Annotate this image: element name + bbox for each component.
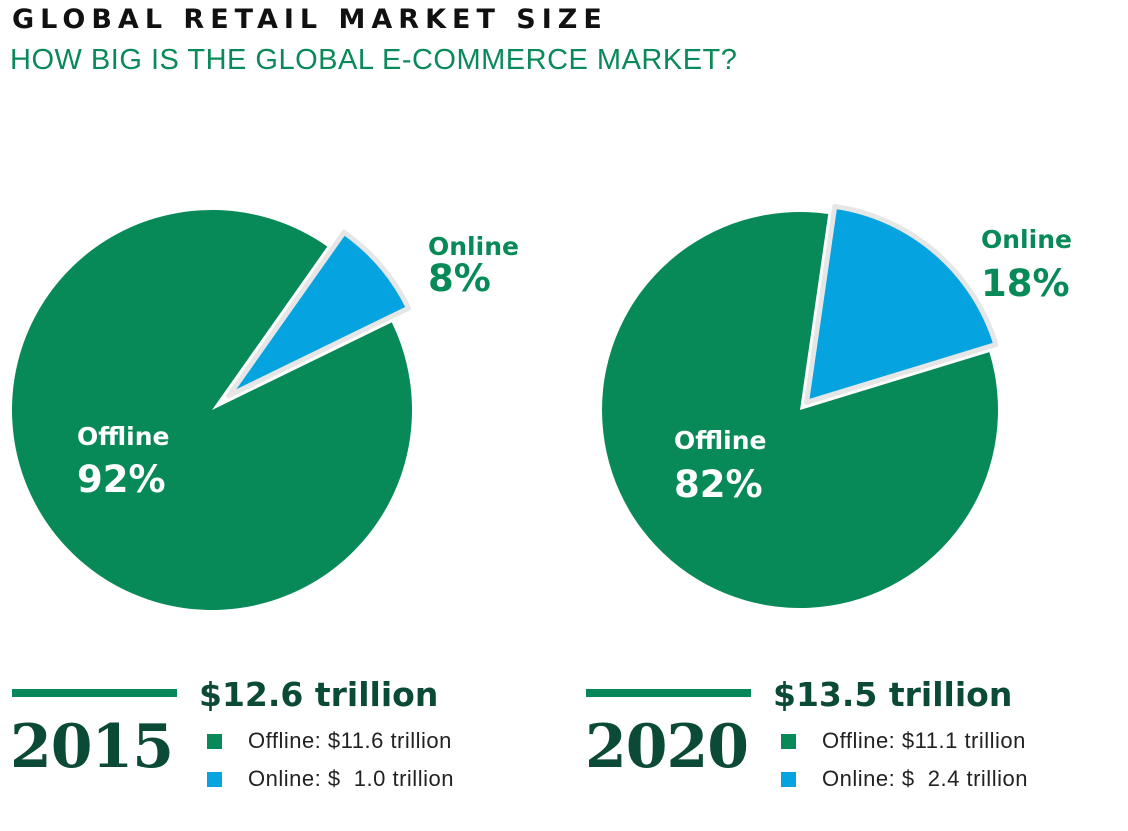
total-2020: $13.5 trillion: [773, 675, 1013, 714]
slice-percent-offline-2015: 92%: [77, 458, 166, 501]
slice-percent-online-2015: 8%: [428, 257, 491, 300]
legend-swatch-offline: [781, 733, 796, 749]
legend-swatch-offline: [207, 733, 222, 749]
slice-label-online-2020: Online: [981, 225, 1072, 254]
legend-label: Offline: $11.1 trillion: [822, 728, 1026, 753]
pie-slice-offline-2015: [11, 209, 412, 610]
legend-label: Online: $ 1.0 trillion: [248, 766, 454, 791]
rule-2015: [12, 689, 177, 697]
slice-label-online-2015: Online: [428, 232, 519, 261]
legend-item-offline-2020: Offline: $11.1 trillion: [781, 728, 1026, 754]
year-2015: 2015: [10, 712, 174, 782]
legend-item-online-2015: Online: $ 1.0 trillion: [207, 766, 454, 792]
legend-label: Offline: $11.6 trillion: [248, 728, 452, 753]
slice-label-offline-2015: Offline: [77, 422, 169, 451]
slice-label-offline-2020: Offline: [674, 426, 766, 455]
legend-item-offline-2015: Offline: $11.6 trillion: [207, 728, 452, 754]
chart-subtitle: HOW BIG IS THE GLOBAL E-COMMERCE MARKET?: [10, 44, 738, 76]
pie-slice-offline-2020: [602, 211, 999, 608]
legend-swatch-online: [207, 771, 222, 787]
chart-title: GLOBAL RETAIL MARKET SIZE: [12, 4, 608, 35]
slice-percent-online-2020: 18%: [981, 262, 1070, 305]
rule-2020: [586, 689, 751, 697]
total-2015: $12.6 trillion: [199, 675, 439, 714]
legend-label: Online: $ 2.4 trillion: [822, 766, 1028, 791]
year-2020: 2020: [585, 712, 749, 782]
pie-slice-online-2020: [804, 203, 999, 405]
pie-slice-online-2015: [226, 229, 412, 399]
legend-swatch-online: [781, 771, 796, 787]
legend-item-online-2020: Online: $ 2.4 trillion: [781, 766, 1028, 792]
slice-percent-offline-2020: 82%: [674, 463, 763, 506]
